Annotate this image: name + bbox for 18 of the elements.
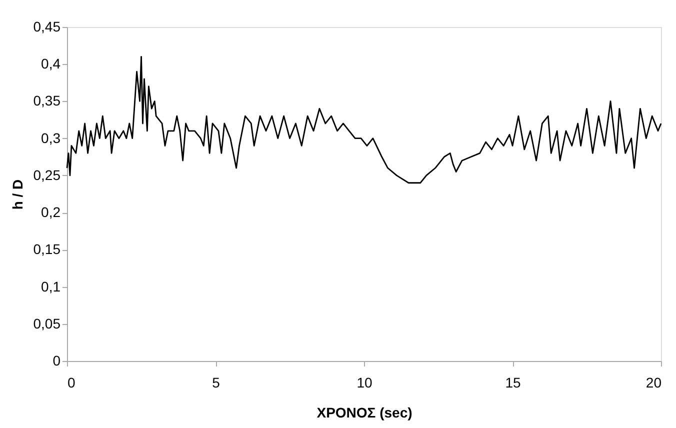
y-tick-label: 0,35 (33, 92, 61, 109)
x-tick-label: 5 (212, 374, 220, 390)
line-series (66, 56, 662, 184)
x-axis-title: ΧΡΟΝΟΣ (sec) (316, 404, 412, 420)
y-tick-label: 0,05 (33, 315, 61, 332)
y-tick-label: 0 (52, 352, 61, 368)
y-tick-label: 0,15 (33, 241, 61, 258)
y-tick-label: 0,2 (41, 204, 61, 220)
x-tick-label: 15 (505, 374, 521, 390)
y-tick-label: 0,3 (41, 130, 61, 146)
y-axis-title: h / D (9, 179, 26, 210)
x-tick-label: 20 (646, 374, 662, 390)
x-tick-label: 0 (68, 374, 76, 390)
y-tick-label: 0,4 (41, 56, 61, 72)
y-tick-label: 0,1 (41, 278, 61, 294)
y-tick-label: 0,25 (33, 166, 61, 183)
y-tick-label: 0,45 (33, 18, 61, 34)
x-tick-label: 10 (356, 374, 372, 390)
